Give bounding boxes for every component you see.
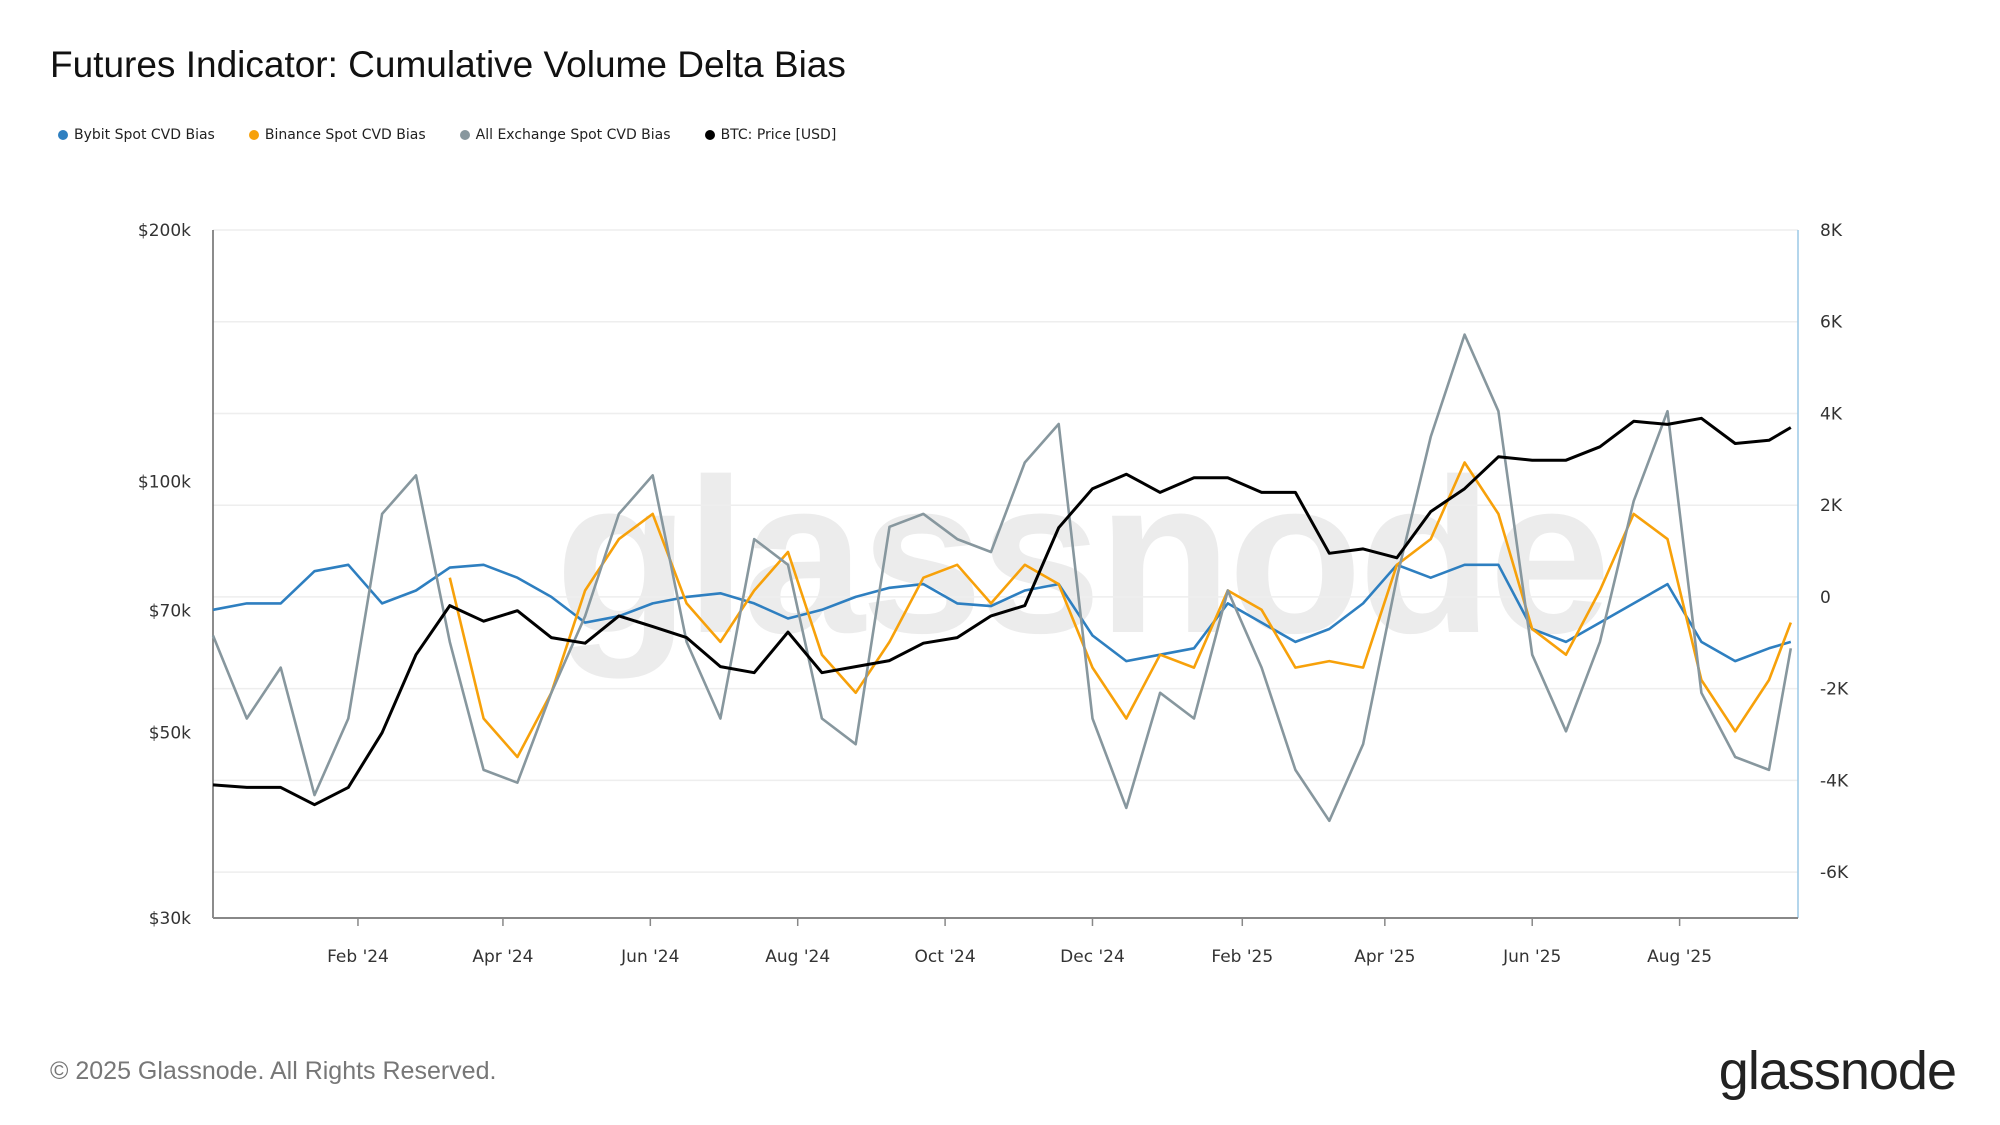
legend-label: Binance Spot CVD Bias (264, 127, 426, 143)
series-line-btc-price-usd- (212, 416, 1792, 807)
x-axis-tick-label: Jun '25 (1502, 947, 1561, 967)
legend-label: Bybit Spot CVD Bias (74, 127, 215, 143)
right-axis-tick-label: -2K (1820, 680, 1849, 700)
glassnode-logo: glassnode (1718, 1041, 1957, 1101)
x-axis-tick-label: Apr '25 (1354, 947, 1415, 967)
series-line-all-exchange-spot-cvd-bias (211, 333, 1793, 823)
series-line-bybit-spot-cvd-bias (212, 563, 1792, 663)
left-axis-tick-label: $70k (149, 602, 191, 622)
series-line-binance-spot-cvd-bias (448, 461, 1793, 759)
legend-label: All Exchange Spot CVD Bias (475, 127, 671, 143)
x-axis-tick-label: Aug '25 (1647, 947, 1712, 967)
legend-dot-icon (248, 130, 259, 140)
x-axis-tick-label: Aug '24 (765, 947, 830, 967)
legend: Bybit Spot CVD Bias Binance Spot CVD Bias… (58, 127, 836, 143)
right-axis-tick-label: -6K (1820, 863, 1849, 883)
copyright: © 2025 Glassnode. All Rights Reserved. (50, 1057, 497, 1085)
legend-item[interactable]: Binance Spot CVD Bias (248, 127, 426, 143)
right-axis-tick-label: -4K (1820, 771, 1849, 791)
legend-item[interactable]: BTC: Price [USD] (704, 127, 837, 143)
chart-title: Futures Indicator: Cumulative Volume Del… (50, 44, 846, 85)
x-axis-tick-label: Feb '25 (1211, 947, 1273, 967)
x-axis-tick-label: Feb '24 (327, 947, 389, 967)
x-axis-tick-label: Oct '24 (915, 947, 976, 967)
legend-label: BTC: Price [USD] (720, 127, 837, 143)
right-axis-tick-label: 0 (1820, 588, 1831, 608)
legend-item[interactable]: All Exchange Spot CVD Bias (459, 127, 671, 143)
left-axis-tick-label: $50k (149, 724, 191, 744)
legend-dot-icon (459, 130, 470, 140)
right-axis-tick-label: 2K (1820, 496, 1843, 516)
x-axis-tick-label: Dec '24 (1060, 947, 1125, 967)
legend-dot-icon (58, 130, 68, 140)
x-axis-tick-label: Apr '24 (472, 947, 533, 967)
legend-item[interactable]: Bybit Spot CVD Bias (58, 127, 215, 143)
right-axis-tick-label: 6K (1820, 313, 1843, 333)
legend-dot-icon (704, 130, 715, 140)
left-axis-tick-label: $200k (138, 221, 191, 241)
left-axis-tick-label: $100k (138, 472, 191, 492)
x-axis-tick-label: Jun '24 (620, 947, 679, 967)
right-axis-tick-label: 8K (1820, 221, 1843, 241)
left-axis-tick-label: $30k (149, 909, 191, 929)
right-axis-tick-label: 4K (1820, 404, 1843, 424)
